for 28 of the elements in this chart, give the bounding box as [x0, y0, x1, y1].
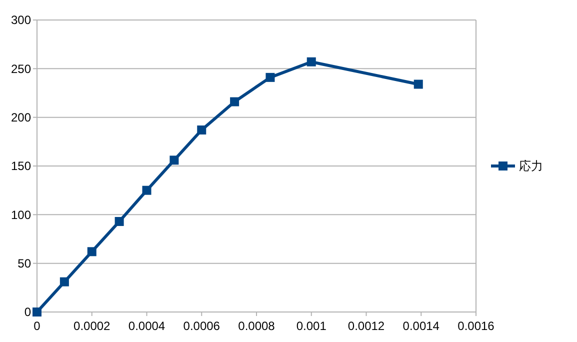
- x-tick-label: 0.0002: [74, 319, 111, 333]
- x-tick-label: 0.0006: [183, 319, 220, 333]
- point: [32, 308, 42, 316]
- x-tick-label: 0: [34, 319, 41, 333]
- y-tick-label: 300: [10, 13, 32, 28]
- y-tick-label: 50: [18, 256, 32, 271]
- y-tick-label: 150: [10, 159, 32, 174]
- x-tick-label: 0.001: [296, 319, 327, 333]
- point: [197, 125, 206, 134]
- point: [230, 97, 240, 106]
- legend-label: 応力: [519, 159, 543, 174]
- point: [87, 247, 96, 256]
- point: [170, 156, 179, 165]
- y-tick-label: 100: [10, 208, 32, 222]
- point: [60, 277, 69, 286]
- x-tick-label: 0.0016: [458, 319, 495, 333]
- point: [142, 186, 152, 195]
- y-tick-label: 0: [24, 305, 32, 320]
- point: [266, 72, 275, 82]
- point: [114, 216, 124, 226]
- x-tick-label: 0.0014: [402, 319, 440, 333]
- point: [414, 80, 423, 89]
- point: [306, 57, 316, 66]
- x-tick-label: 0.0004: [128, 319, 166, 333]
- x-tick-label: 0.0012: [348, 319, 385, 333]
- y-tick-label: 250: [10, 62, 32, 76]
- x-tick-label: 0.0008: [238, 319, 276, 333]
- y-tick-label: 200: [10, 110, 32, 125]
